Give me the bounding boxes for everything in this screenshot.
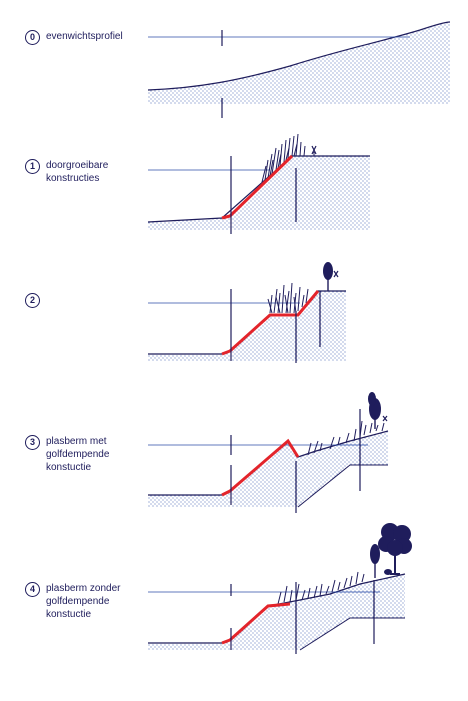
construction-line [221, 290, 320, 356]
profile-3: 3 plasberm met golfdempende konstuctie [0, 385, 468, 515]
profile-number-0: 0 [25, 30, 40, 45]
profile-4: 4 plasberm zonder golfdempende konstucti… [0, 520, 468, 660]
profile-number-4: 4 [25, 582, 40, 597]
profile-number-1: 1 [25, 159, 40, 174]
profile-label-4: plasberm zonder golfdempende konstuctie [46, 583, 121, 620]
profile-label-1: doorgroeibare konstructies [46, 160, 109, 184]
dike-outline [147, 155, 370, 223]
profile-1: 1 doorgroeibare konstructies [0, 130, 468, 240]
profile-diagram-3 [148, 392, 389, 513]
profile-number-3: 3 [25, 435, 40, 450]
seabed-outline [147, 21, 451, 91]
construction-line [221, 602, 291, 645]
vegetation-icon [307, 420, 385, 456]
profile-label-3: plasberm met golfdempende konstuctie [46, 436, 110, 473]
profile-0: 0 evenwichtsprofiel [0, 0, 468, 120]
vegetation-icon [277, 571, 365, 605]
dike-fill [148, 574, 405, 650]
dike-fill [148, 291, 346, 361]
dike-fill [148, 156, 370, 230]
vegetation-icon [261, 133, 317, 183]
berm-outline [297, 464, 388, 508]
dike-fill [148, 431, 388, 507]
profile-diagram-0 [147, 21, 451, 118]
profile-2: 2 [0, 255, 468, 370]
construction-line [221, 154, 294, 220]
construction-line [221, 438, 300, 497]
profile-label-0: evenwichtsprofiel [46, 31, 123, 42]
tree-icon [323, 262, 339, 291]
profile-diagram-1 [147, 133, 370, 234]
profile-number-2: 2 [25, 293, 40, 308]
profile-diagram-2 [148, 262, 346, 363]
berm-outline [299, 617, 405, 651]
tree-icon [368, 392, 388, 429]
vegetation-icon [267, 282, 309, 314]
tree-icon [370, 544, 380, 578]
large-tree-icon [378, 523, 412, 575]
profile-diagram-4 [148, 523, 412, 654]
